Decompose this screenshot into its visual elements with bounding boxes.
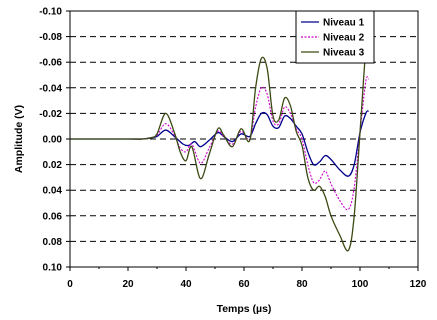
x-tick-label: 60 bbox=[238, 279, 250, 290]
y-tick-label: -0.02 bbox=[39, 109, 62, 120]
y-tick-label: -0.04 bbox=[39, 83, 62, 94]
x-tick-labels: 0 20 40 60 80 100 120 bbox=[67, 279, 427, 290]
legend-label: Niveau 1 bbox=[323, 18, 365, 29]
y-tick-label: -0.06 bbox=[39, 58, 62, 69]
y-tick-label: -0.08 bbox=[39, 32, 62, 43]
x-tick-label: 0 bbox=[67, 279, 73, 290]
x-tick-label: 100 bbox=[352, 279, 369, 290]
y-tick-labels: -0.10 -0.08 -0.06 -0.04 -0.02 0.00 0.02 0.04 0.0… bbox=[39, 7, 62, 274]
y-tick-label: 0.06 bbox=[43, 211, 63, 222]
x-tick-label: 20 bbox=[122, 279, 134, 290]
y-tick-label: 0.00 bbox=[43, 135, 63, 146]
x-axis-label: Temps (µs) bbox=[217, 303, 272, 315]
y-tick-label: -0.10 bbox=[39, 7, 62, 18]
axis-ticks bbox=[66, 10, 419, 271]
series-line-1 bbox=[70, 110, 370, 177]
x-tick-label: 80 bbox=[296, 279, 308, 290]
y-tick-label: 0.04 bbox=[43, 186, 63, 197]
x-tick-label: 120 bbox=[410, 279, 427, 290]
series-line-2 bbox=[70, 76, 370, 211]
y-tick-label: 0.10 bbox=[43, 263, 63, 274]
series-line-3 bbox=[70, 39, 370, 252]
y-tick-label: 0.08 bbox=[43, 237, 63, 248]
y-tick-label: 0.02 bbox=[43, 160, 63, 171]
legend-label: Niveau 3 bbox=[323, 48, 365, 59]
legend: Niveau 1 Niveau 2 Niveau 3 bbox=[295, 10, 375, 64]
series-lines bbox=[70, 39, 370, 252]
y-axis-label: Amplitude (V) bbox=[13, 105, 25, 173]
x-tick-label: 40 bbox=[180, 279, 192, 290]
legend-label: Niveau 2 bbox=[323, 33, 365, 44]
